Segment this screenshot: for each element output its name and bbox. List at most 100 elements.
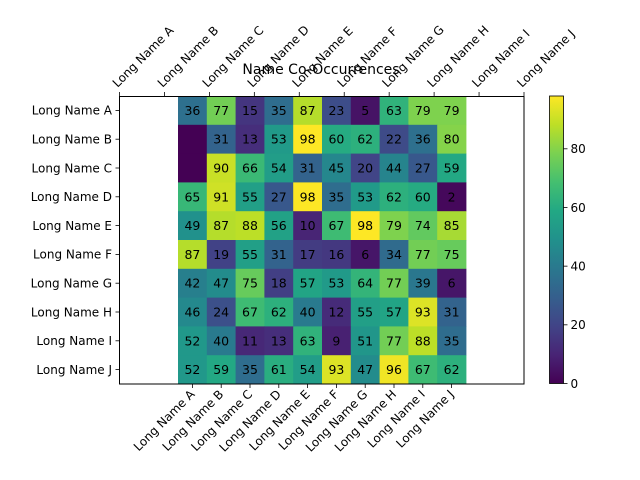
cell-label: 62	[386, 189, 402, 204]
heatmap-cell	[235, 182, 265, 212]
cell-label: 57	[386, 305, 402, 320]
heatmap-cell	[322, 326, 352, 356]
heatmap-cell	[293, 240, 323, 270]
cell-label: 79	[444, 103, 460, 118]
heatmap-cell	[408, 124, 438, 154]
heatmap-cell	[178, 153, 208, 183]
heatmap-cell	[235, 355, 265, 385]
heatmap-cell	[206, 96, 236, 126]
cell-label: 91	[213, 189, 229, 204]
cell-label: 31	[444, 305, 460, 320]
cell-label: 53	[328, 276, 344, 291]
y-tick-label: Long Name I	[36, 334, 112, 348]
cell-label: 88	[242, 218, 258, 233]
heatmap-cell	[206, 240, 236, 270]
colorbar-tick-label: 0	[571, 377, 579, 391]
heatmap-cell	[178, 326, 208, 356]
cell-label: 49	[184, 218, 200, 233]
cell-label: 60	[328, 132, 344, 147]
cell-label: 77	[415, 247, 431, 262]
cell-label: 42	[184, 276, 200, 291]
heatmap-cell	[293, 211, 323, 241]
y-tick-label: Long Name C	[32, 161, 112, 175]
cell-label: 98	[300, 132, 316, 147]
heatmap-cell	[178, 355, 208, 385]
cell-label: 17	[300, 247, 316, 262]
heatmap-cell	[235, 124, 265, 154]
cell-label: 60	[415, 189, 431, 204]
chart-title: Name Co-Occurrences	[242, 62, 399, 78]
cell-label: 22	[386, 132, 402, 147]
y-tick-label: Long Name F	[33, 248, 112, 262]
heatmap-cell	[437, 124, 467, 154]
heatmap-cell	[178, 240, 208, 270]
heatmap-cell	[379, 268, 409, 298]
y-tick-label: Long Name B	[32, 133, 112, 147]
heatmap-cell	[379, 96, 409, 126]
cell-label: 44	[386, 161, 402, 176]
cell-label: 63	[300, 333, 316, 348]
heatmap-cell	[350, 355, 380, 385]
cell-label: 75	[242, 276, 258, 291]
cell-label: 23	[328, 103, 344, 118]
y-tick-label: Long Name J	[36, 363, 112, 377]
cell-label: 56	[271, 218, 287, 233]
cell-label: 62	[444, 362, 460, 377]
heatmap-cell	[379, 240, 409, 270]
cell-label: 93	[328, 362, 344, 377]
heatmap-cell	[408, 96, 438, 126]
cell-label: 75	[444, 247, 460, 262]
colorbar-tick-label: 80	[571, 142, 586, 156]
cell-label: 5	[361, 103, 369, 118]
cell-label: 66	[242, 161, 258, 176]
y-tick-label: Long Name E	[32, 219, 112, 233]
cell-label: 52	[184, 333, 200, 348]
cell-label: 96	[386, 362, 402, 377]
cell-label: 77	[213, 103, 229, 118]
heatmap-cell	[350, 182, 380, 212]
heatmap-cell	[178, 297, 208, 327]
cell-label: 11	[242, 333, 258, 348]
heatmap-cell	[322, 182, 352, 212]
cell-label: 55	[242, 189, 258, 204]
heatmap-cell	[178, 124, 208, 154]
heatmap-cell	[350, 240, 380, 270]
cell-label: 55	[357, 305, 373, 320]
cell-label: 79	[386, 218, 402, 233]
heatmap-cell	[264, 326, 294, 356]
cell-label: 59	[444, 161, 460, 176]
heatmap-cell	[293, 355, 323, 385]
heatmap-cell	[379, 124, 409, 154]
cell-label: 40	[213, 333, 229, 348]
cell-label: 67	[328, 218, 344, 233]
heatmap-cell	[408, 326, 438, 356]
heatmap-cell	[437, 240, 467, 270]
heatmap-cell	[178, 96, 208, 126]
cell-label: 53	[271, 132, 287, 147]
cell-label: 34	[386, 247, 402, 262]
cell-label: 59	[213, 362, 229, 377]
cell-label: 31	[213, 132, 229, 147]
cell-label: 62	[271, 305, 287, 320]
heatmap-cell	[293, 268, 323, 298]
heatmap-cell	[379, 326, 409, 356]
heatmap-cell	[408, 355, 438, 385]
colorbar-tick-label: 20	[571, 318, 586, 332]
heatmap-cell	[322, 297, 352, 327]
cell-label: 87	[184, 247, 200, 262]
cell-label: 47	[213, 276, 229, 291]
cell-label: 27	[271, 189, 287, 204]
cell-label: 18	[271, 276, 287, 291]
cell-label: 35	[271, 103, 287, 118]
heatmap-cell	[293, 326, 323, 356]
axes-frame	[119, 96, 525, 385]
heatmap-cell	[437, 211, 467, 241]
cell-label: 54	[271, 161, 287, 176]
heatmap-cell	[293, 153, 323, 183]
cell-label: 36	[415, 132, 431, 147]
heatmap-cell	[235, 153, 265, 183]
cell-label: 61	[271, 362, 287, 377]
heatmap-cell	[379, 355, 409, 385]
